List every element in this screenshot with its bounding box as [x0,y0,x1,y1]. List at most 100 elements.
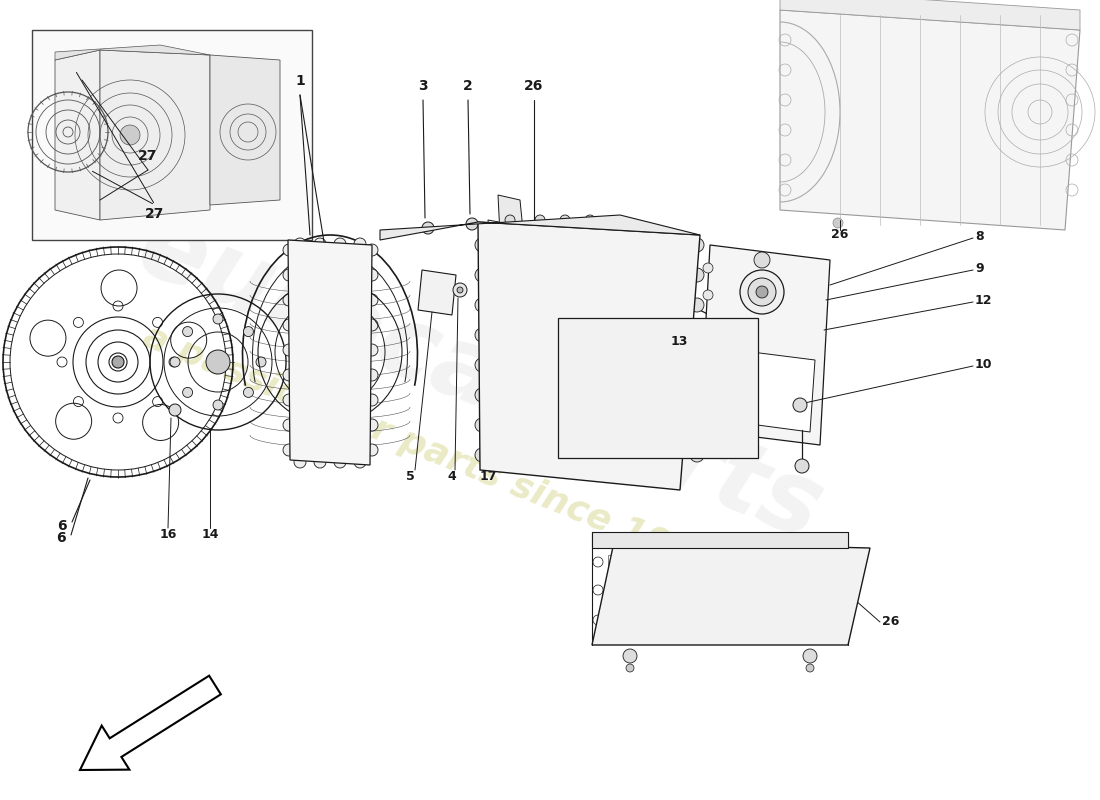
Circle shape [690,328,704,342]
Circle shape [283,419,295,431]
Circle shape [475,388,490,402]
Circle shape [832,534,844,546]
Circle shape [703,410,713,420]
Circle shape [480,284,496,300]
Circle shape [466,218,478,230]
Circle shape [585,215,595,225]
Circle shape [571,398,585,413]
Circle shape [691,329,705,342]
Polygon shape [592,532,848,548]
Text: a passion for parts since 1985: a passion for parts since 1985 [139,319,722,581]
Polygon shape [700,245,830,445]
Polygon shape [478,222,700,490]
Circle shape [170,357,180,367]
Circle shape [615,438,622,443]
Circle shape [703,380,713,390]
Circle shape [535,215,544,225]
Circle shape [735,402,741,409]
Circle shape [334,456,346,468]
Circle shape [314,238,326,250]
Circle shape [695,367,701,374]
Text: 10: 10 [975,358,992,371]
Text: 1: 1 [295,74,305,88]
Circle shape [283,269,295,281]
Circle shape [183,326,192,337]
Circle shape [183,387,192,398]
Circle shape [680,534,692,546]
Circle shape [571,329,585,342]
Circle shape [732,363,745,378]
Circle shape [651,398,666,413]
Circle shape [366,269,378,281]
Circle shape [703,290,713,300]
FancyArrow shape [80,676,221,770]
Circle shape [475,268,490,282]
Circle shape [610,434,625,447]
Circle shape [735,438,741,443]
Circle shape [213,400,223,410]
Circle shape [283,369,295,381]
Circle shape [294,456,306,468]
Circle shape [748,278,775,306]
Polygon shape [55,45,210,60]
Circle shape [475,238,490,252]
Circle shape [695,333,701,338]
Circle shape [690,268,704,282]
Circle shape [243,326,253,337]
Circle shape [803,649,817,663]
Circle shape [475,328,490,342]
Polygon shape [498,195,524,240]
Polygon shape [720,348,815,432]
Circle shape [366,394,378,406]
Circle shape [610,329,625,342]
Circle shape [615,402,622,409]
Text: 26: 26 [832,228,849,241]
Circle shape [354,238,366,250]
Circle shape [283,444,295,456]
Text: 6: 6 [56,531,66,545]
Circle shape [475,448,490,462]
Text: 27: 27 [139,149,157,163]
Circle shape [334,238,346,250]
Circle shape [475,358,490,372]
Polygon shape [558,318,758,458]
Circle shape [112,356,124,368]
Polygon shape [418,270,456,315]
Text: 9: 9 [975,262,983,275]
Circle shape [354,456,366,468]
Text: eurocarparts: eurocarparts [124,198,836,562]
Circle shape [703,320,713,330]
Circle shape [206,350,230,374]
Circle shape [654,333,661,338]
Circle shape [571,363,585,378]
Polygon shape [32,30,312,240]
Circle shape [422,222,435,234]
Circle shape [366,244,378,256]
Circle shape [642,534,654,546]
Circle shape [615,367,622,374]
Circle shape [366,294,378,306]
Circle shape [283,344,295,356]
Polygon shape [488,220,520,265]
Circle shape [690,358,704,372]
Circle shape [806,664,814,672]
Circle shape [283,319,295,331]
Text: 8: 8 [975,230,983,243]
Circle shape [575,367,581,374]
Circle shape [610,398,625,413]
Circle shape [256,357,266,367]
Circle shape [610,363,625,378]
Circle shape [732,398,745,413]
Circle shape [651,329,666,342]
Circle shape [718,534,730,546]
Circle shape [604,534,616,546]
Circle shape [732,434,745,447]
Text: 26: 26 [525,79,543,93]
Circle shape [120,125,140,145]
Circle shape [615,333,622,338]
Circle shape [575,438,581,443]
Circle shape [703,263,713,273]
Text: 6: 6 [57,519,67,533]
Circle shape [732,329,745,342]
Circle shape [794,534,806,546]
